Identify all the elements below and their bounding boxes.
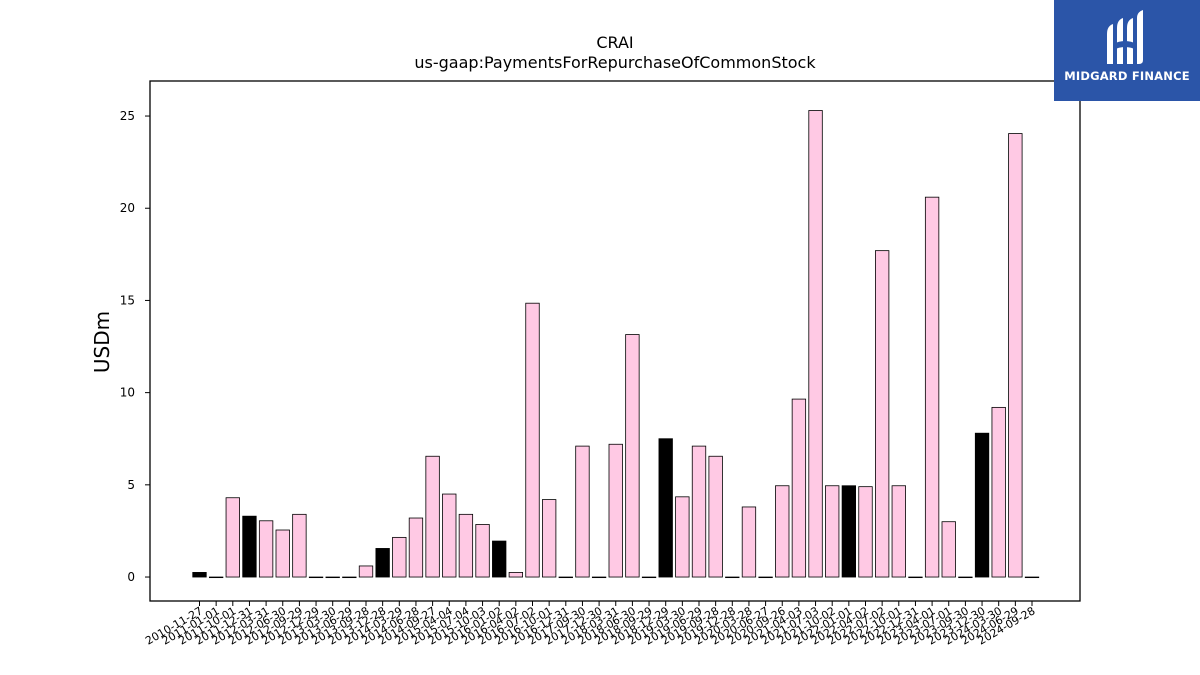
bar <box>525 302 540 578</box>
bar <box>375 548 390 578</box>
bar <box>575 445 590 578</box>
y-tick-label: 20 <box>120 201 135 215</box>
bar <box>492 540 507 578</box>
bar <box>675 496 690 578</box>
bar <box>425 455 440 578</box>
bar <box>941 521 956 578</box>
y-tick-label: 15 <box>120 293 135 307</box>
bar <box>641 576 657 579</box>
bar <box>991 406 1006 578</box>
bar <box>841 485 856 578</box>
bar <box>875 250 890 578</box>
bar <box>974 432 990 578</box>
bar <box>408 517 424 578</box>
bar <box>775 485 790 578</box>
bar <box>791 398 807 578</box>
bar <box>442 493 457 578</box>
bar <box>625 334 640 578</box>
bar <box>741 506 757 578</box>
bar <box>325 576 340 579</box>
chart-title: CRAI <box>596 33 633 52</box>
bar <box>275 529 290 578</box>
bar <box>292 513 307 578</box>
x-axis: 2010-11-272011-01-012011-10-012011-12-31… <box>143 601 1038 648</box>
bar <box>392 536 407 578</box>
midgard-logo-icon <box>1107 10 1143 64</box>
bar <box>825 485 840 578</box>
y-tick-label: 0 <box>127 570 135 584</box>
bar <box>458 513 474 578</box>
bar <box>192 572 207 578</box>
bar <box>308 576 324 579</box>
bar <box>908 576 923 579</box>
bar <box>958 576 973 579</box>
bar <box>225 497 240 578</box>
bar <box>358 565 374 578</box>
bar <box>242 515 257 578</box>
bar <box>725 576 740 579</box>
bar <box>1024 576 1040 579</box>
bar <box>924 196 940 578</box>
bars-group <box>192 110 1040 579</box>
bar <box>1008 133 1023 578</box>
chart-subtitle: us-gaap:PaymentsForRepurchaseOfCommonSto… <box>414 53 816 72</box>
y-tick-label: 25 <box>120 109 135 123</box>
bar <box>475 524 490 578</box>
bar <box>658 438 673 578</box>
bar <box>258 520 274 578</box>
plot-frame <box>149 80 1081 602</box>
bar <box>342 576 357 579</box>
bar <box>708 455 723 578</box>
bar <box>608 443 623 578</box>
y-tick-label: 5 <box>127 478 135 492</box>
bar <box>858 486 873 578</box>
bar <box>758 576 773 579</box>
bar <box>208 576 224 579</box>
bar <box>808 110 823 578</box>
bar <box>691 445 707 578</box>
y-tick-label: 10 <box>120 386 135 400</box>
bar <box>891 485 906 578</box>
logo-text: MIDGARD FINANCE <box>1064 69 1190 83</box>
bar <box>542 499 557 578</box>
y-axis: 0 5 10 15 20 25 <box>120 109 150 584</box>
bar <box>508 572 524 578</box>
y-axis-label: USDm <box>90 311 114 373</box>
bar <box>558 576 573 579</box>
midgard-finance-logo: MIDGARD FINANCE <box>1054 0 1200 101</box>
bar <box>591 576 607 579</box>
